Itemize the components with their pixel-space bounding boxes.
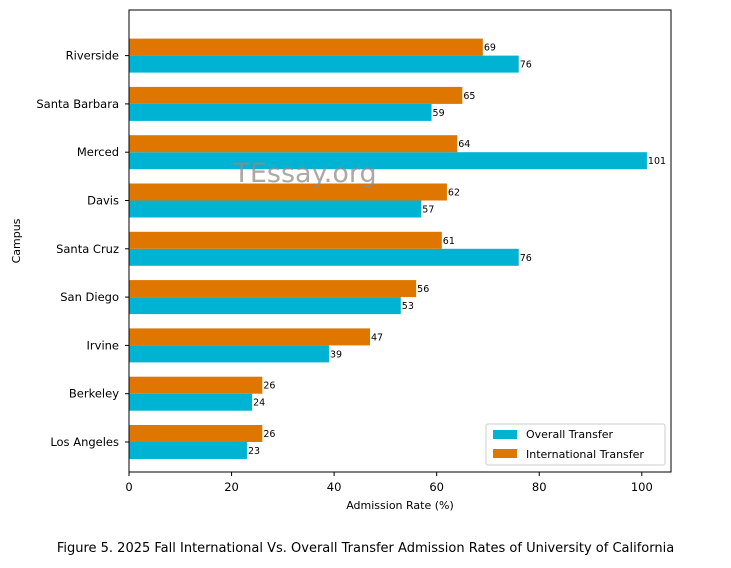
y-tick-label-irvine: Irvine	[87, 338, 119, 352]
legend-swatch-overall-transfer	[493, 430, 517, 439]
bar-international-transfer-irvine	[129, 328, 371, 346]
figure-caption: Figure 5. 2025 Fall International Vs. Ov…	[56, 541, 675, 556]
legend-label-international-transfer: International Transfer	[526, 448, 644, 461]
value-label-international-transfer-san-diego: 56	[417, 284, 429, 295]
legend: Overall Transfer International Transfer	[485, 423, 666, 466]
x-tick-label-100: 100	[631, 480, 653, 494]
value-label-international-transfer-los-angeles: 26	[263, 429, 275, 440]
bar-international-transfer-san-diego	[129, 280, 417, 298]
watermark: TEssay.org	[232, 158, 376, 189]
value-label-overall-transfer-berkeley: 24	[253, 398, 265, 409]
value-label-international-transfer-davis: 62	[448, 188, 460, 199]
y-tick-label-merced: Merced	[77, 145, 119, 159]
bar-overall-transfer-los-angeles	[129, 442, 247, 459]
value-label-international-transfer-berkeley: 26	[263, 381, 275, 392]
bar-international-transfer-los-angeles	[129, 425, 263, 442]
bar-overall-transfer-davis	[129, 200, 422, 218]
bar-overall-transfer-san-diego	[129, 297, 401, 315]
value-label-overall-transfer-san-diego: 53	[402, 301, 414, 312]
y-tick-label-los-angeles: Los Angeles	[50, 435, 119, 449]
bar-international-transfer-riverside	[129, 38, 483, 56]
value-label-overall-transfer-santa-barbara: 59	[433, 108, 445, 119]
x-tick-label-40: 40	[327, 480, 342, 494]
y-axis: Los Angeles Berkeley Irvine San Diego Santa …	[36, 49, 129, 449]
y-tick-label-berkeley: Berkeley	[69, 387, 119, 401]
bar-international-transfer-santa-barbara	[129, 86, 463, 104]
bar-overall-transfer-berkeley	[129, 393, 253, 411]
bars-group	[129, 38, 647, 459]
value-label-international-transfer-irvine: 47	[371, 332, 383, 343]
bar-international-transfer-merced	[129, 135, 458, 153]
value-label-overall-transfer-riverside: 76	[520, 60, 532, 71]
value-label-overall-transfer-santa-cruz: 76	[520, 253, 532, 264]
bar-international-transfer-santa-cruz	[129, 231, 442, 249]
x-tick-label-0: 0	[125, 480, 132, 494]
value-label-overall-transfer-irvine: 39	[330, 349, 342, 360]
y-tick-label-riverside: Riverside	[66, 49, 119, 63]
x-tick-label-20: 20	[224, 480, 239, 494]
bar-international-transfer-davis	[129, 183, 447, 201]
x-axis: 0 20 40 60 80 100	[125, 472, 653, 494]
value-label-international-transfer-santa-cruz: 61	[443, 236, 455, 247]
value-label-international-transfer-riverside: 69	[484, 43, 496, 54]
value-label-overall-transfer-los-angeles: 23	[248, 446, 260, 457]
bar-overall-transfer-riverside	[129, 55, 519, 73]
x-tick-label-60: 60	[429, 480, 444, 494]
bar-international-transfer-berkeley	[129, 376, 263, 394]
value-label-international-transfer-santa-barbara: 65	[463, 91, 475, 102]
bar-overall-transfer-irvine	[129, 345, 329, 363]
legend-label-overall-transfer: Overall Transfer	[526, 428, 614, 441]
bar-overall-transfer-santa-barbara	[129, 103, 432, 121]
y-tick-label-santa-cruz: Santa Cruz	[56, 242, 119, 256]
y-tick-label-santa-barbara: Santa Barbara	[36, 97, 119, 111]
legend-swatch-international-transfer	[493, 449, 517, 458]
legend-box	[485, 423, 666, 466]
value-label-overall-transfer-davis: 57	[422, 205, 434, 216]
y-axis-label: Campus	[10, 218, 23, 263]
plot-frame	[128, 9, 672, 473]
value-label-international-transfer-merced: 64	[458, 139, 470, 150]
x-tick-label-80: 80	[532, 480, 547, 494]
x-axis-label: Admission Rate (%)	[346, 499, 454, 512]
y-tick-label-san-diego: San Diego	[60, 290, 119, 304]
value-label-overall-transfer-merced: 101	[648, 156, 666, 167]
bar-overall-transfer-santa-cruz	[129, 248, 519, 266]
bar-overall-transfer-merced	[129, 152, 647, 170]
y-tick-label-davis: Davis	[87, 194, 119, 208]
